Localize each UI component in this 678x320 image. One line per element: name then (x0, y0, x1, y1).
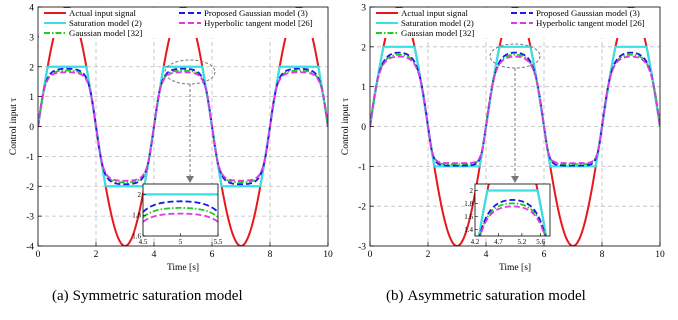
zoom-arrow-head (186, 176, 194, 183)
caption-text-a: Symmetric saturation model (72, 288, 243, 304)
inset-y-tick-label: 2 (138, 191, 142, 199)
x-tick-label: 8 (600, 250, 605, 260)
y-tick-label: -2 (26, 183, 34, 193)
inset-x-tick-label: 4.7 (494, 238, 503, 246)
series-group (370, 7, 660, 246)
x-tick-label: 2 (426, 250, 431, 260)
y-tick-label: 4 (29, 4, 34, 14)
inset-x-tick-label: 5.2 (518, 238, 527, 246)
x-tick-label: 6 (542, 250, 547, 260)
y-tick-label: -3 (358, 243, 366, 253)
x-tick-label: 8 (268, 250, 273, 260)
legend-label-hard: Saturation model (2) (69, 18, 142, 28)
y-tick-label: 1 (361, 83, 366, 93)
caption-label-a: (a) (52, 288, 69, 304)
zoom-ellipse (489, 43, 541, 69)
x-tick-label: 4 (152, 250, 157, 260)
inset-series-group (477, 184, 548, 236)
legend-label-tanh: Hyperbolic tangent model [26] (204, 18, 313, 28)
legend-label-actual: Actual input signal (69, 8, 136, 18)
inset-background (143, 184, 218, 236)
inset-x-tick-label: 5 (179, 238, 183, 246)
legend-label-proposed: Proposed Gaussian model (3) (536, 8, 640, 18)
inset-y-tick-label: 1.6 (464, 213, 473, 221)
inset-series-line-tanh (143, 212, 218, 223)
inset-x-tick-label: 4.5 (139, 238, 148, 246)
series-line-tanh (370, 55, 660, 165)
inset-y-tick-label: 1.8 (132, 212, 141, 220)
x-tick-label: 6 (210, 250, 215, 260)
y-axis-label: Control input τ (341, 98, 351, 155)
series-line-tanh (38, 71, 328, 182)
legend-label-actual: Actual input signal (401, 8, 468, 18)
inset-y-tick-label: 2 (470, 187, 474, 195)
inset-y-tick-label: 1.6 (132, 233, 141, 241)
series-line-proposed (370, 51, 660, 167)
x-tick-label: 2 (94, 250, 99, 260)
y-tick-label: 3 (361, 4, 366, 14)
caption-a: (a) Symmetric saturation model (52, 288, 243, 305)
caption-label-b: (b) (386, 288, 404, 304)
legend-label-proposed: Proposed Gaussian model (3) (204, 8, 308, 18)
legend-label-gauss32: Gaussian model [32] (69, 28, 142, 38)
inset-series-line-proposed (478, 199, 547, 236)
legend-label-hard: Saturation model (2) (401, 18, 474, 28)
inset-x-tick-label: 5.5 (214, 238, 223, 246)
caption-text-b: Asymmetric saturation model (407, 288, 586, 304)
y-tick-label: -1 (26, 153, 34, 163)
y-tick-label: -4 (26, 243, 34, 253)
x-tick-label: 0 (368, 250, 373, 260)
inset: 4.5 5 5.5 1.6 1.8 2 (132, 183, 223, 246)
x-axis-label: Time [s] (167, 263, 199, 273)
series-line-proposed (38, 67, 328, 186)
inset-series-line-gauss32 (143, 206, 218, 218)
chart-b: 0 2 4 6 8 10 -3 -2 -1 0 1 2 3 Time [s] Control input τ… (341, 4, 665, 274)
y-tick-label: 3 (29, 33, 34, 43)
zoom-ellipse (164, 59, 216, 85)
y-axis-label: Control input τ (9, 98, 19, 155)
inset-x-tick-label: 4.2 (471, 238, 480, 246)
inset-series-line-hard (477, 189, 548, 236)
y-tick-label: 0 (29, 123, 34, 133)
inset-x-tick-label: 5.6 (536, 238, 545, 246)
y-tick-label: 1 (29, 93, 34, 103)
inset-y-tick-label: 1.4 (464, 226, 473, 234)
inset-series-line-tanh (479, 205, 546, 236)
y-tick-label: 2 (361, 43, 366, 53)
caption-b: (b) Asymmetric saturation model (386, 288, 586, 305)
y-tick-label: -2 (358, 203, 366, 213)
series-line-hard (370, 45, 660, 168)
series-group (38, 7, 328, 246)
inset-series-group (143, 193, 218, 223)
y-tick-label: -1 (358, 163, 366, 173)
x-tick-label: 4 (484, 250, 489, 260)
y-tick-label: 2 (29, 63, 34, 73)
inset-series-line-proposed (143, 200, 218, 213)
y-tick-label: 0 (361, 123, 366, 133)
x-tick-label: 10 (655, 250, 665, 260)
inset: 4.2 4.7 5.2 5.6 1.4 1.6 1.8 2 (464, 183, 551, 246)
legend-label-gauss32: Gaussian model [32] (401, 28, 474, 38)
inset-series-line-gauss32 (478, 202, 547, 236)
inset-y-tick-label: 1.8 (464, 200, 473, 208)
series-line-hard (38, 65, 328, 188)
x-tick-label: 0 (36, 250, 41, 260)
x-axis-label: Time [s] (499, 263, 531, 273)
y-tick-label: -3 (26, 213, 34, 223)
inset-frame (474, 183, 551, 237)
zoom-arrow-head (511, 176, 519, 183)
chart-a: 0 2 4 6 8 10 -4 -3 -2 -1 0 1 2 3 4 Time [s] Control inpu… (9, 4, 333, 274)
legend-label-tanh: Hyperbolic tangent model [26] (536, 18, 645, 28)
x-tick-label: 10 (323, 250, 333, 260)
